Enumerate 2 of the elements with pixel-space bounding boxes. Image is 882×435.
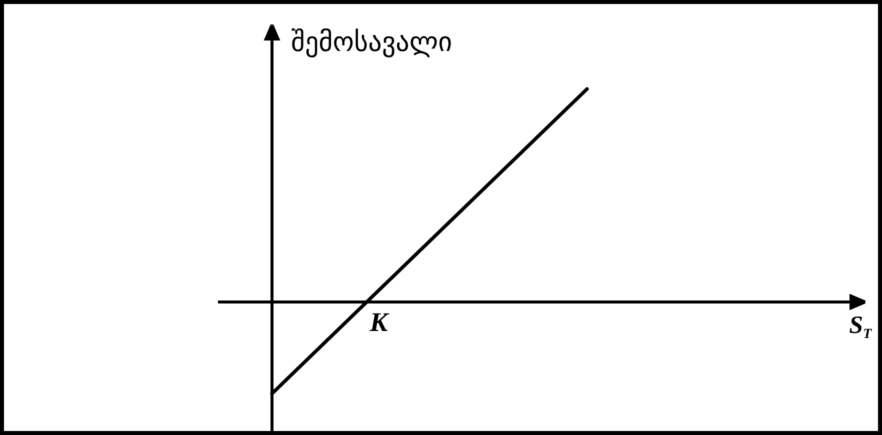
annotation: K xyxy=(368,307,390,337)
y-axis-title: შემოსავალი xyxy=(291,27,452,58)
